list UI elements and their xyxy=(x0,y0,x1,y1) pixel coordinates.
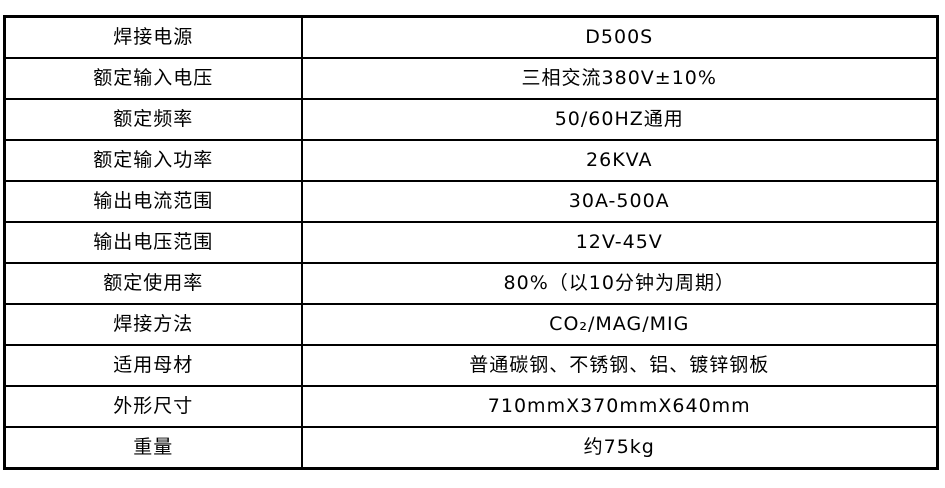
table-row: 焊接电源 D500S xyxy=(3,15,939,60)
table-row: 额定输入功率 26KVA xyxy=(3,139,939,183)
spec-label-weight: 重量 xyxy=(3,425,303,470)
table-row: 输出电压范围 12V-45V xyxy=(3,221,939,264)
spec-label-outline-dimensions: 外形尺寸 xyxy=(3,384,303,428)
table-row: 外形尺寸 710mmX370mmX640mm xyxy=(3,384,939,428)
table-row: 额定使用率 80%（以10分钟为周期） xyxy=(3,261,939,305)
table-row: 重量 约75kg xyxy=(3,425,939,470)
spec-label-output-current-range: 输出电流范围 xyxy=(3,180,303,223)
spec-value-rated-frequency: 50/60HZ通用 xyxy=(300,98,939,142)
spec-label-rated-input-power: 额定输入功率 xyxy=(3,139,303,183)
spec-label-output-voltage-range: 输出电压范围 xyxy=(3,221,303,264)
spec-label-rated-frequency: 额定频率 xyxy=(3,98,303,142)
table-row: 输出电流范围 30A-500A xyxy=(3,180,939,223)
spec-value-outline-dimensions: 710mmX370mmX640mm xyxy=(300,384,939,428)
table-row: 焊接方法 CO₂/MAG/MIG xyxy=(3,302,939,346)
spec-value-applicable-base-material: 普通碳钢、不锈钢、铝、镀锌钢板 xyxy=(300,343,939,387)
spec-label-rated-input-voltage: 额定输入电压 xyxy=(3,57,303,101)
spec-value-welding-power-source: D500S xyxy=(300,15,939,60)
spec-label-welding-power-source: 焊接电源 xyxy=(3,15,303,60)
spec-label-welding-method: 焊接方法 xyxy=(3,302,303,346)
spec-table-body: 焊接电源 D500S 额定输入电压 三相交流380V±10% 额定频率 50/6… xyxy=(3,15,939,470)
spec-table: 焊接电源 D500S 额定输入电压 三相交流380V±10% 额定频率 50/6… xyxy=(3,15,939,470)
table-row: 额定输入电压 三相交流380V±10% xyxy=(3,57,939,101)
spec-value-output-voltage-range: 12V-45V xyxy=(300,221,939,264)
table-row: 额定频率 50/60HZ通用 xyxy=(3,98,939,142)
spec-label-applicable-base-material: 适用母材 xyxy=(3,343,303,387)
spec-value-rated-input-voltage: 三相交流380V±10% xyxy=(300,57,939,101)
spec-value-output-current-range: 30A-500A xyxy=(300,180,939,223)
spec-value-rated-duty-cycle: 80%（以10分钟为周期） xyxy=(300,261,939,305)
table-row: 适用母材 普通碳钢、不锈钢、铝、镀锌钢板 xyxy=(3,343,939,387)
spec-label-rated-duty-cycle: 额定使用率 xyxy=(3,261,303,305)
spec-value-rated-input-power: 26KVA xyxy=(300,139,939,183)
spec-value-welding-method: CO₂/MAG/MIG xyxy=(300,302,939,346)
spec-value-weight: 约75kg xyxy=(300,425,939,470)
